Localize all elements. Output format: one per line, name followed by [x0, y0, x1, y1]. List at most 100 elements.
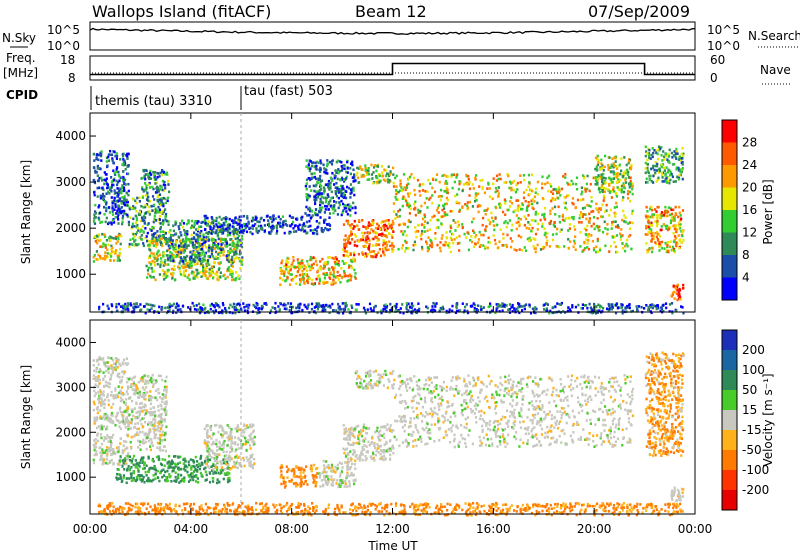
scatter-cell — [391, 250, 394, 253]
scatter-cell — [319, 200, 322, 204]
scatter-cell — [124, 308, 127, 311]
scatter-cell — [209, 247, 212, 250]
scatter-cell — [192, 225, 195, 229]
scatter-cell — [526, 237, 529, 241]
nsearch-tick-bottom: 10^0 — [707, 39, 740, 53]
scatter-cell — [350, 223, 354, 226]
scatter-cell — [622, 185, 626, 189]
scatter-cell — [678, 223, 681, 226]
scatter-cell — [591, 309, 594, 312]
scatter-cell — [337, 278, 340, 281]
scatter-cell — [125, 198, 128, 202]
scatter-cell — [669, 213, 672, 217]
range-tick-label: 3000 — [55, 175, 86, 189]
scatter-cell — [409, 207, 412, 210]
scatter-cell — [121, 214, 125, 218]
scatter-cell — [383, 304, 386, 308]
scatter-cell — [127, 182, 130, 186]
scatter-cell — [206, 222, 209, 226]
scatter-cell — [146, 231, 149, 235]
scatter-cell — [232, 278, 235, 281]
scatter-cell — [229, 272, 232, 275]
scatter-cell — [222, 303, 225, 307]
scatter-cell — [188, 260, 191, 263]
scatter-cell — [592, 216, 596, 219]
scatter-cell — [549, 183, 552, 186]
scatter-cell — [338, 203, 341, 207]
scatter-cell — [660, 165, 663, 169]
scatter-cell — [292, 227, 295, 230]
scatter-cell — [170, 241, 173, 245]
scatter-cell — [247, 222, 250, 225]
scatter-cell — [233, 257, 236, 261]
scatter-cell — [665, 227, 668, 230]
scatter-cell — [676, 283, 679, 287]
scatter-cell — [608, 308, 611, 311]
scatter-cell — [357, 252, 360, 256]
scatter-cell — [608, 156, 611, 159]
scatter-cell — [412, 309, 415, 312]
scatter-cell — [113, 192, 116, 195]
scatter-cell — [543, 303, 546, 306]
scatter-cell — [445, 236, 449, 240]
scatter-cell — [506, 221, 509, 225]
scatter-cell — [240, 261, 243, 265]
scatter-cell — [98, 381, 101, 385]
scatter-cell — [110, 186, 113, 189]
scatter-cell — [308, 213, 311, 217]
scatter-cell — [97, 216, 100, 220]
scatter-cell — [162, 196, 165, 200]
scatter-cell — [217, 251, 221, 255]
scatter-cell — [184, 259, 187, 262]
scatter-cell — [544, 218, 547, 221]
scatter-cell — [305, 159, 308, 162]
scatter-cell — [559, 303, 562, 306]
scatter-cell — [310, 164, 313, 168]
scatter-cell — [345, 170, 348, 174]
scatter-cell — [238, 303, 242, 307]
scatter-cell — [340, 176, 344, 180]
scatter-cell — [200, 247, 203, 251]
scatter-cell — [234, 311, 237, 315]
scatter-cell — [379, 179, 382, 183]
scatter-cell — [95, 453, 98, 456]
scatter-cell — [435, 209, 439, 212]
scatter-cell — [613, 172, 616, 176]
scatter-cell — [665, 179, 668, 183]
scatter-cell — [583, 247, 587, 250]
scatter-cell — [115, 167, 118, 171]
scatter-cell — [126, 157, 129, 160]
freq-tick-top: 18 — [60, 53, 75, 67]
scatter-cell — [159, 265, 162, 268]
scatter-cell — [365, 171, 368, 174]
scatter-cell — [153, 173, 156, 177]
scatter-cell — [543, 308, 546, 311]
scatter-cell — [528, 227, 531, 230]
scatter-cell — [117, 170, 120, 174]
scatter-cell — [592, 222, 595, 226]
scatter-cell — [125, 390, 128, 393]
scatter-cell — [291, 277, 294, 281]
frequency-panel: Freq. [MHz] 18 8 60 0 Nave — [3, 51, 791, 85]
scatter-cell — [446, 191, 449, 195]
scatter-cell — [214, 309, 217, 312]
scatter-cell — [362, 306, 366, 310]
scatter-cell — [438, 310, 441, 313]
scatter-cell — [165, 242, 168, 246]
scatter-cell — [426, 190, 429, 193]
scatter-cell — [110, 196, 113, 199]
scatter-cell — [236, 243, 239, 247]
scatter-cell — [528, 202, 531, 206]
scatter-cell — [247, 220, 250, 224]
scatter-cell — [152, 254, 155, 258]
scatter-cell — [148, 261, 151, 264]
scatter-cell — [164, 237, 167, 241]
scatter-cell — [417, 211, 420, 215]
scatter-cell — [123, 393, 126, 396]
scatter-cell — [161, 179, 164, 183]
scatter-cell — [376, 163, 379, 167]
scatter-cell — [156, 195, 159, 199]
scatter-cell — [597, 159, 600, 162]
scatter-cell — [571, 216, 574, 219]
scatter-cell — [410, 173, 413, 176]
